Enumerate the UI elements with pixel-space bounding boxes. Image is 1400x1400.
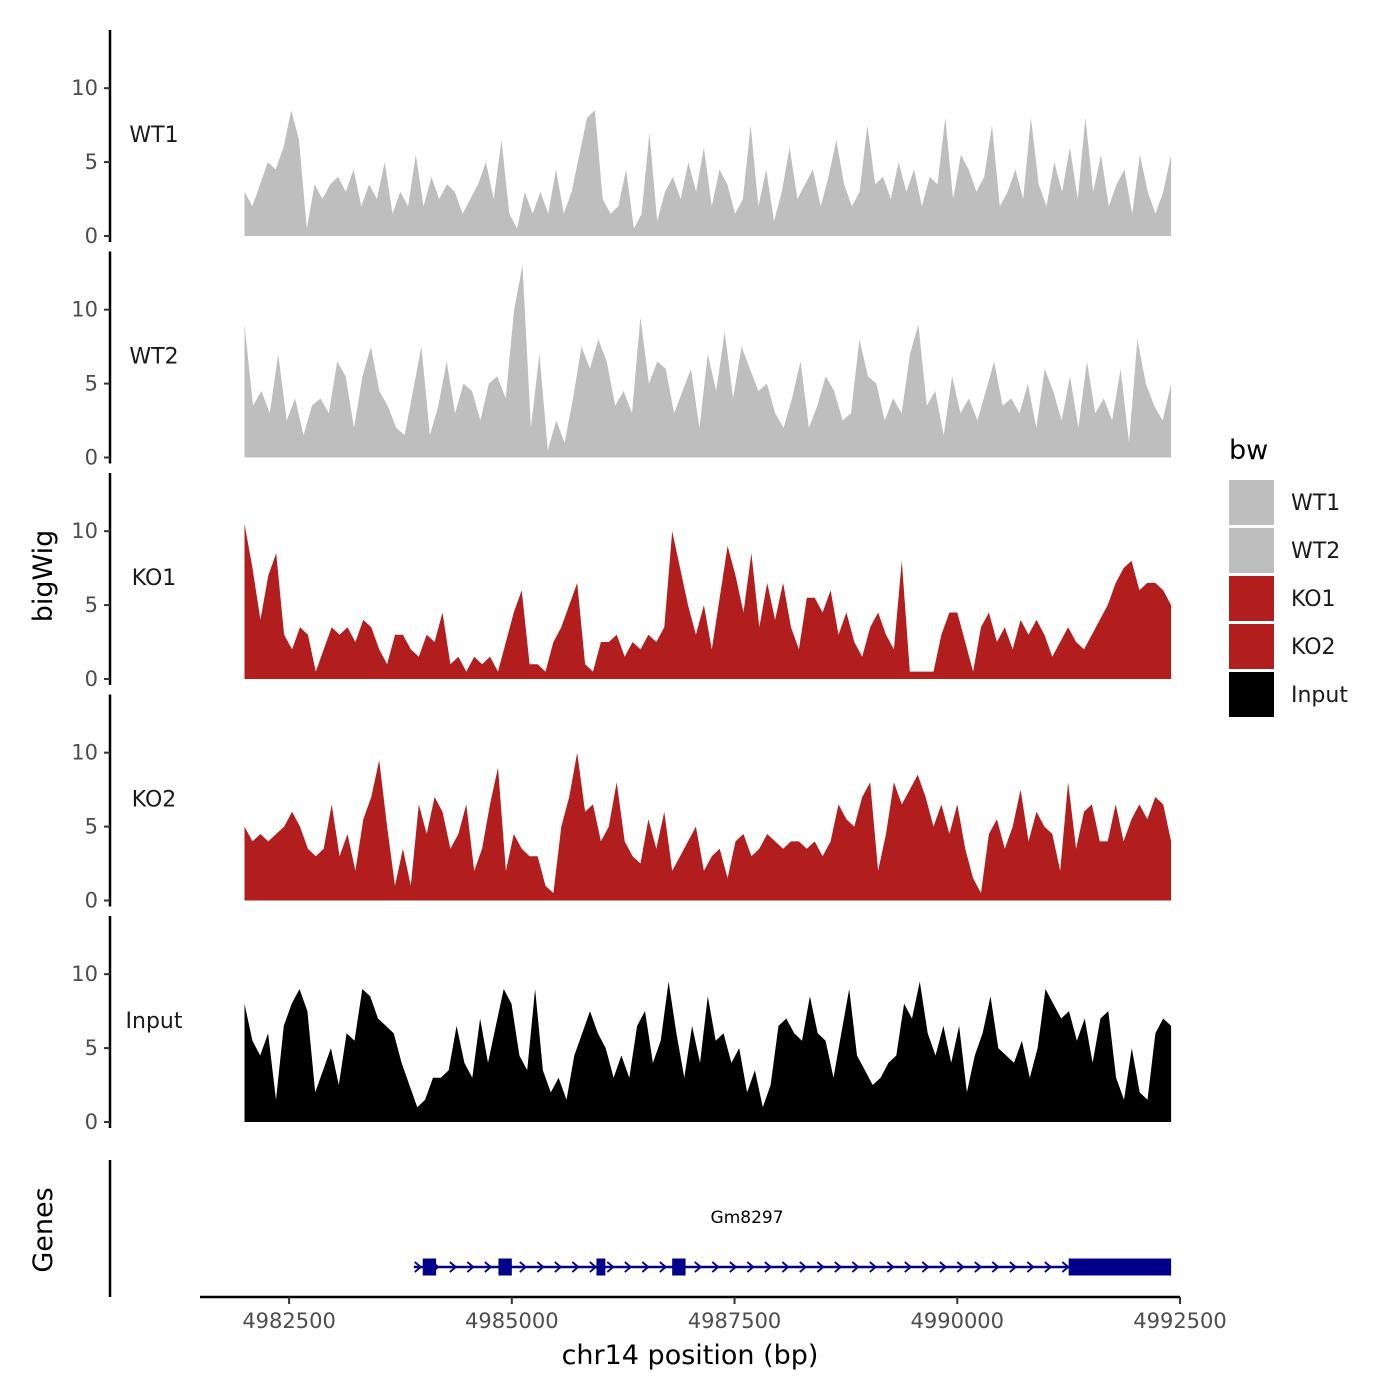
area-wt1 bbox=[244, 110, 1172, 236]
strand-arrow bbox=[484, 1261, 493, 1273]
area-wt2 bbox=[244, 265, 1172, 458]
track-panels: 0 5 10 WT1 0 5 10 WT2 0 5 10 KO1 0 5 10 KO2 0 5 10 Input bbox=[71, 30, 1172, 1134]
strand-arrow bbox=[519, 1261, 528, 1273]
legend-title: bw bbox=[1229, 435, 1268, 466]
legend-label-input: Input bbox=[1291, 683, 1348, 708]
y-tick-label: 10 bbox=[71, 519, 98, 543]
legend-key-ko1 bbox=[1229, 576, 1274, 621]
strand-arrow bbox=[956, 1261, 965, 1273]
genes-axis-title: Genes bbox=[28, 1187, 59, 1272]
strand-arrow bbox=[1061, 1261, 1070, 1273]
strand-arrow bbox=[466, 1261, 475, 1273]
y-tick-label: 0 bbox=[85, 667, 98, 691]
track-ko1: 0 5 10 KO1 bbox=[71, 473, 1172, 691]
x-tick-label: 4985000 bbox=[465, 1309, 559, 1333]
y-tick-label: 10 bbox=[71, 76, 98, 100]
strand-arrow bbox=[571, 1261, 580, 1273]
strand-arrow bbox=[659, 1261, 668, 1273]
strand-arrow bbox=[536, 1261, 545, 1273]
legend-label-wt2: WT2 bbox=[1291, 539, 1340, 564]
y-tick-label: 5 bbox=[85, 150, 98, 174]
strand-arrow bbox=[904, 1261, 913, 1273]
strand-arrow bbox=[991, 1261, 1000, 1273]
strand-arrow bbox=[589, 1261, 598, 1273]
strand-arrow bbox=[974, 1261, 983, 1273]
strip-label-ko2: KO2 bbox=[132, 788, 177, 813]
y-tick-label: 10 bbox=[71, 298, 98, 322]
y-axis-title: bigWig bbox=[28, 530, 59, 623]
legend-key-input bbox=[1229, 672, 1274, 717]
legend-key-ko2 bbox=[1229, 624, 1274, 669]
legend-key-wt1 bbox=[1229, 480, 1274, 525]
exon-4 bbox=[672, 1258, 686, 1276]
x-tick-label: 4992500 bbox=[1133, 1309, 1227, 1333]
strand-arrow bbox=[851, 1261, 860, 1273]
strand-arrow bbox=[939, 1261, 948, 1273]
x-axis-title: chr14 position (bp) bbox=[562, 1340, 819, 1371]
legend-label-wt1: WT1 bbox=[1291, 491, 1340, 516]
strand-arrow bbox=[554, 1261, 563, 1273]
strand-arrow bbox=[781, 1261, 790, 1273]
strip-label-input: Input bbox=[126, 1009, 183, 1034]
strand-arrow bbox=[1026, 1261, 1035, 1273]
strand-arrow bbox=[606, 1261, 615, 1273]
strip-label-ko1: KO1 bbox=[132, 566, 177, 591]
legend-label-ko2: KO2 bbox=[1291, 635, 1336, 660]
exon-5 bbox=[1068, 1258, 1172, 1276]
strand-arrow bbox=[764, 1261, 773, 1273]
gene-track: Gm8297 bbox=[108, 1160, 1172, 1297]
strand-arrow bbox=[711, 1261, 720, 1273]
y-tick-label: 10 bbox=[71, 741, 98, 765]
y-tick-label: 0 bbox=[85, 1110, 98, 1134]
strand-arrow bbox=[799, 1261, 808, 1273]
x-axis: chr14 position (bp) 4982500 4985000 498750… bbox=[200, 1295, 1227, 1371]
x-tick-label: 4982500 bbox=[242, 1309, 336, 1333]
y-tick-label: 0 bbox=[85, 224, 98, 248]
strand-arrow bbox=[694, 1261, 703, 1273]
strip-label-wt1: WT1 bbox=[129, 123, 178, 148]
strand-arrow bbox=[449, 1261, 458, 1273]
y-tick-label: 5 bbox=[85, 815, 98, 839]
y-tick-label: 0 bbox=[85, 446, 98, 470]
track-wt1: 0 5 10 WT1 bbox=[71, 30, 1172, 248]
y-tick-label: 10 bbox=[71, 962, 98, 986]
track-input: 0 5 10 Input bbox=[71, 916, 1172, 1134]
legend: bw WT1 WT2 KO1 KO2 Input bbox=[1229, 435, 1348, 717]
exon-2 bbox=[498, 1258, 512, 1276]
y-axis-titles: bigWig Genes bbox=[28, 530, 59, 1273]
x-tick-label: 4987500 bbox=[688, 1309, 782, 1333]
y-tick-label: 0 bbox=[85, 889, 98, 913]
strand-arrow bbox=[1009, 1261, 1018, 1273]
exon-3 bbox=[596, 1258, 606, 1276]
track-ko2: 0 5 10 KO2 bbox=[71, 694, 1172, 913]
legend-key-wt2 bbox=[1229, 528, 1274, 573]
gene-label: Gm8297 bbox=[711, 1208, 784, 1228]
area-ko2 bbox=[244, 752, 1172, 901]
strand-arrow bbox=[624, 1261, 633, 1273]
x-tick-label: 4990000 bbox=[911, 1309, 1005, 1333]
y-tick-label: 5 bbox=[85, 372, 98, 396]
strand-arrow bbox=[886, 1261, 895, 1273]
area-ko1 bbox=[244, 523, 1172, 679]
strand-arrow bbox=[729, 1261, 738, 1273]
strand-arrow bbox=[816, 1261, 825, 1273]
strand-arrow bbox=[641, 1261, 650, 1273]
track-wt2: 0 5 10 WT2 bbox=[71, 251, 1172, 470]
strand-arrow bbox=[414, 1261, 423, 1273]
strand-arrow bbox=[834, 1261, 843, 1273]
area-input bbox=[244, 981, 1172, 1122]
strand-arrow bbox=[1044, 1261, 1053, 1273]
legend-label-ko1: KO1 bbox=[1291, 587, 1336, 612]
strand-arrow bbox=[921, 1261, 930, 1273]
strip-label-wt2: WT2 bbox=[129, 345, 178, 370]
y-tick-label: 5 bbox=[85, 593, 98, 617]
strand-arrow bbox=[746, 1261, 755, 1273]
exon-1 bbox=[422, 1258, 437, 1276]
strand-arrow bbox=[869, 1261, 878, 1273]
y-tick-label: 5 bbox=[85, 1036, 98, 1060]
